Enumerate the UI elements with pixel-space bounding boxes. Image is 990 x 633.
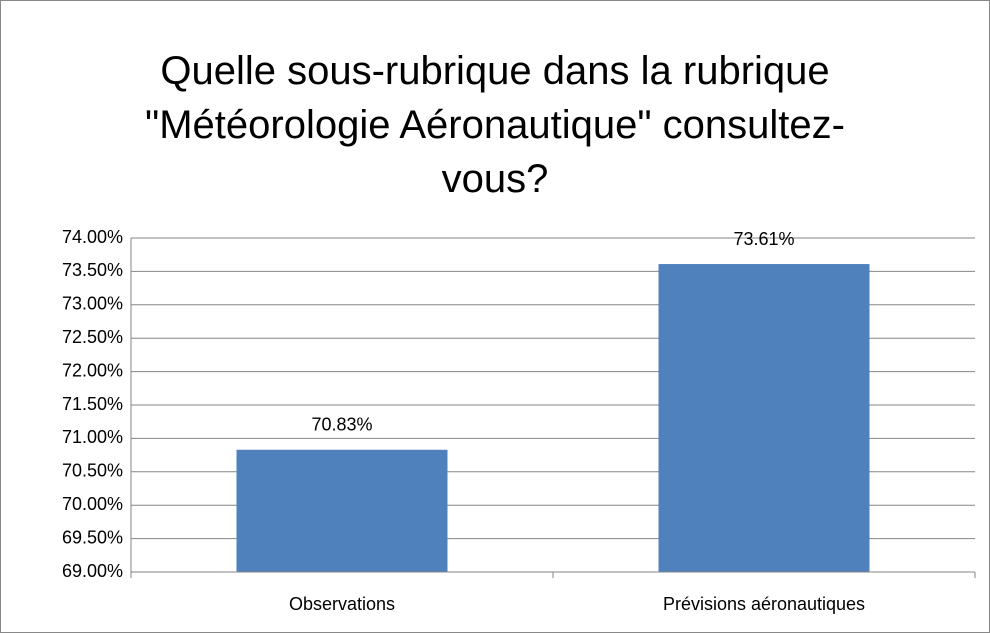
- y-tick-label: 71.00%: [62, 427, 123, 447]
- x-tick-label: Prévisions aéronautiques: [663, 594, 865, 614]
- y-tick-label: 74.00%: [62, 227, 123, 247]
- data-label: 73.61%: [733, 229, 794, 249]
- y-tick-label: 70.50%: [62, 461, 123, 481]
- y-tick-label: 73.50%: [62, 260, 123, 280]
- data-label: 70.83%: [311, 415, 372, 435]
- chart-title: Quelle sous-rubrique dans la rubrique "M…: [145, 49, 845, 201]
- y-tick-label: 72.00%: [62, 360, 123, 380]
- y-tick-label: 71.50%: [62, 394, 123, 414]
- y-tick-label: 73.00%: [62, 294, 123, 314]
- y-tick-label: 72.50%: [62, 327, 123, 347]
- y-tick-label: 69.50%: [62, 527, 123, 547]
- y-tick-label: 70.00%: [62, 494, 123, 514]
- x-tick-label: Observations: [289, 594, 395, 614]
- bar: [236, 449, 448, 572]
- bar: [658, 264, 870, 572]
- y-tick-label: 69.00%: [62, 561, 123, 581]
